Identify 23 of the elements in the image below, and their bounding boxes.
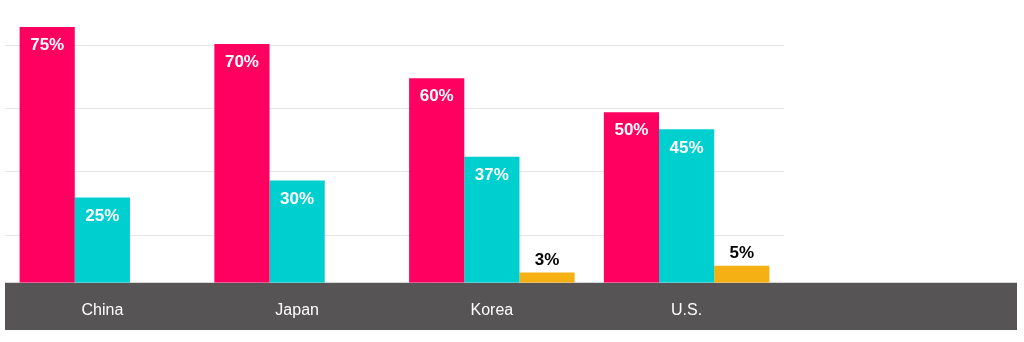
bar bbox=[603, 112, 660, 283]
bar bbox=[214, 44, 270, 283]
bar bbox=[19, 27, 75, 283]
data-label: 5% bbox=[729, 242, 755, 262]
x-tick-label: U.S. bbox=[671, 300, 703, 318]
bar bbox=[409, 78, 465, 283]
x-tick-label: Korea bbox=[470, 300, 514, 318]
bar bbox=[464, 156, 520, 283]
x-tick-label: China bbox=[81, 300, 124, 318]
bar bbox=[269, 180, 325, 283]
data-label: 60% bbox=[419, 86, 454, 106]
data-label: 30% bbox=[280, 188, 315, 208]
data-label: 3% bbox=[534, 249, 560, 269]
data-label: 45% bbox=[669, 137, 704, 157]
bar bbox=[659, 129, 715, 283]
data-label: 37% bbox=[474, 164, 509, 184]
data-label: 75% bbox=[30, 35, 65, 55]
bar bbox=[74, 197, 130, 283]
x-tick-label: Japan bbox=[275, 300, 319, 318]
bar bbox=[714, 265, 770, 283]
data-label: 25% bbox=[85, 205, 120, 225]
data-label: 50% bbox=[614, 120, 649, 140]
data-label: 70% bbox=[224, 52, 259, 72]
